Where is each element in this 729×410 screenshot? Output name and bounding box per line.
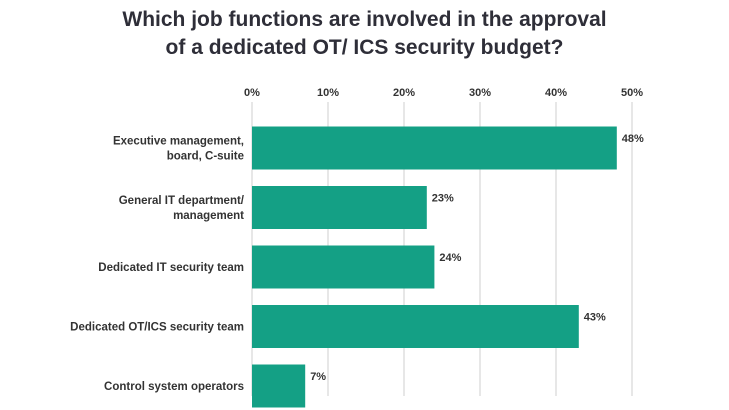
bar bbox=[252, 305, 579, 348]
bar bbox=[252, 245, 435, 289]
data-label: 24% bbox=[439, 252, 461, 264]
data-label: 48% bbox=[622, 133, 644, 145]
category-label: Dedicated IT security team bbox=[98, 262, 244, 274]
category-label: General IT department/ bbox=[119, 195, 245, 207]
chart-title-line-1: Which job functions are involved in the … bbox=[122, 8, 607, 31]
x-tick-label: 20% bbox=[393, 87, 415, 99]
category-label: Dedicated OT/ICS security team bbox=[70, 322, 244, 334]
bar bbox=[252, 126, 617, 170]
data-label: 23% bbox=[432, 193, 454, 205]
chart-title: Which job functions are involved in the … bbox=[0, 6, 729, 62]
data-label: 7% bbox=[310, 371, 326, 383]
category-labels: Executive management, board, C-suite Gener… bbox=[70, 136, 245, 394]
bar bbox=[252, 364, 306, 408]
category-label: management bbox=[173, 210, 244, 222]
category-label: Control system operators bbox=[104, 381, 244, 393]
data-label: 43% bbox=[584, 312, 606, 324]
bar bbox=[252, 186, 427, 229]
bars bbox=[252, 126, 617, 408]
x-tick-label: 10% bbox=[317, 87, 339, 99]
category-label: board, C-suite bbox=[167, 151, 244, 163]
data-labels: 48% 23% 24% 43% 7% bbox=[310, 133, 644, 383]
x-tick-label: 0% bbox=[244, 87, 260, 99]
x-tick-label: 50% bbox=[621, 87, 643, 99]
x-tick-label: 40% bbox=[545, 87, 567, 99]
x-tick-label: 30% bbox=[469, 87, 491, 99]
chart-title-line-2: of a dedicated OT/ ICS security budget? bbox=[165, 36, 564, 59]
category-label: Executive management, bbox=[113, 136, 244, 148]
axis-tick-labels: 0% 10% 20% 30% 40% 50% bbox=[244, 87, 643, 99]
